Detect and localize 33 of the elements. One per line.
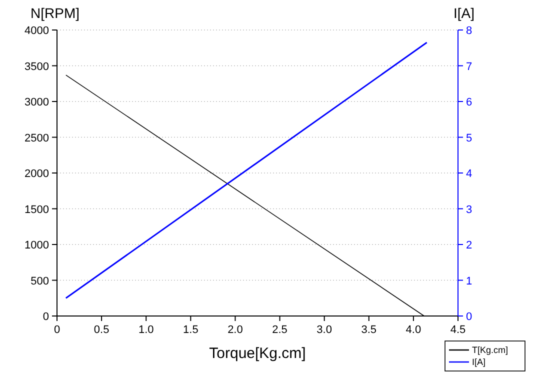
y2-tick-label: 7 (466, 60, 472, 73)
y-tick-label: 3000 (24, 96, 49, 108)
y2-tick-label: 6 (466, 96, 472, 108)
x-axis-title: Torque[Kg.cm] (209, 345, 306, 362)
y-tick-label: 2000 (24, 168, 49, 180)
x-tick-label: 3.0 (316, 324, 332, 336)
x-tick-label: 2.5 (272, 324, 288, 336)
y2-tick-label: 8 (466, 25, 472, 37)
x-tick-label: 4.5 (450, 324, 466, 336)
x-tick-label: 1.5 (183, 324, 198, 336)
x-tick-label: 4.0 (406, 324, 422, 336)
y-axis-title: N[RPM] (30, 5, 80, 21)
y-tick-label: 2500 (24, 132, 49, 144)
y2-tick-label: 4 (466, 168, 472, 180)
y2-tick-label: 5 (466, 132, 472, 144)
x-tick-label: 0.5 (94, 324, 110, 336)
x-tick-label: 2.0 (228, 324, 243, 336)
y2-axis-title: I[A] (453, 5, 475, 21)
x-tick-label: 3.5 (361, 324, 377, 336)
y-tick-label: 3500 (24, 60, 49, 73)
y2-tick-label: 3 (466, 204, 472, 216)
y-tick-label: 1500 (24, 204, 49, 216)
x-tick-label: 1.0 (138, 324, 154, 336)
y-tick-label: 0 (42, 311, 49, 323)
y2-tick-label: 0 (466, 311, 472, 323)
legend-label: T[Kg.cm] (472, 345, 508, 355)
y-tick-label: 4000 (24, 25, 49, 37)
y-tick-label: 500 (30, 275, 49, 288)
y2-tick-label: 1 (466, 275, 472, 288)
x-tick-label: 0 (54, 324, 60, 336)
y2-tick-label: 2 (466, 240, 472, 252)
legend-label: I[A] (472, 357, 486, 367)
y-tick-label: 1000 (24, 240, 49, 252)
